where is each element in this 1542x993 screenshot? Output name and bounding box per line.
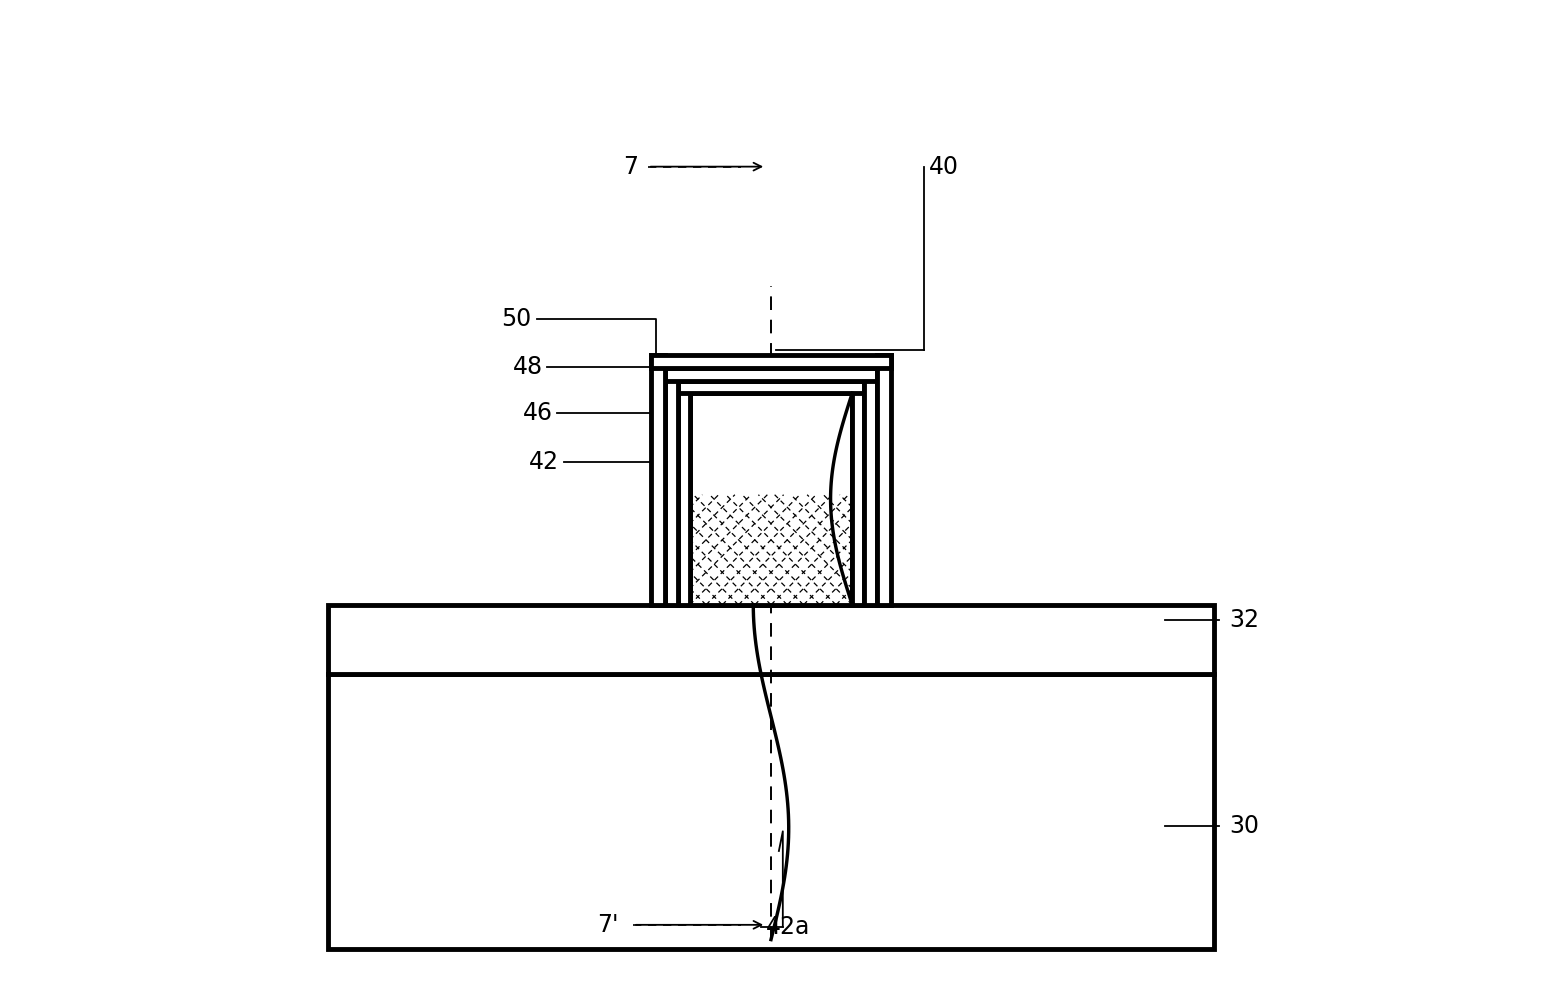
Bar [328,605,1214,673]
Text: 46: 46 [523,401,552,425]
Bar [689,393,853,605]
Text: 7': 7' [597,913,618,936]
Bar [328,673,1214,949]
Text: 40: 40 [928,155,959,179]
Bar [678,381,864,393]
Text: 42a: 42a [766,915,811,938]
Bar [651,355,891,368]
Text: 48: 48 [512,355,543,378]
Bar [665,368,678,605]
Text: 50: 50 [501,307,532,332]
Bar [864,368,877,605]
Bar [651,355,665,605]
Bar [689,393,853,605]
Bar [678,381,689,605]
Bar [665,368,877,381]
Text: 42: 42 [529,450,560,474]
Text: 30: 30 [1229,814,1258,838]
Bar [853,381,864,605]
Text: 32: 32 [1229,608,1258,632]
Text: 7: 7 [623,155,638,179]
Bar [877,355,891,605]
